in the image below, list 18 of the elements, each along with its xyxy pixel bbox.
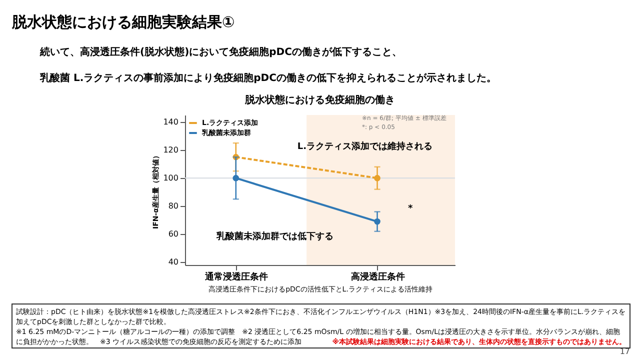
- y-tick-label: 40: [168, 258, 178, 267]
- y-tick-label: 80: [168, 202, 178, 211]
- x-tick-label: 高浸透圧条件: [350, 272, 405, 282]
- y-tick-label: 140: [163, 118, 178, 127]
- annotation: L.ラクティス添加では維持される: [297, 141, 433, 152]
- x-tick-label: 通常浸透圧条件: [204, 272, 268, 282]
- text: 脱水状態における免疫細胞の働き: [244, 94, 395, 106]
- chart-subtitle: 続いて、高浸透圧条件(脱水状態)において免疫細胞pDCの働きが低下すること、: [39, 46, 402, 58]
- annotation: 乳酸菌未添加群では低下する: [216, 231, 334, 242]
- y-tick-label: 60: [168, 230, 178, 239]
- text: 乳酸菌 L.ラクティスの事前添加により免疫細胞pDCの働きの低下を抑えられることが示されました。: [39, 72, 496, 84]
- y-tick-label: 120: [163, 146, 178, 155]
- y-tick-label: 100: [163, 174, 178, 183]
- point: [374, 174, 380, 182]
- chart-title: 脱水状態における細胞実験結果①: [11, 13, 235, 31]
- point: [374, 218, 380, 225]
- point: [232, 174, 240, 182]
- annotation: *: [408, 204, 413, 214]
